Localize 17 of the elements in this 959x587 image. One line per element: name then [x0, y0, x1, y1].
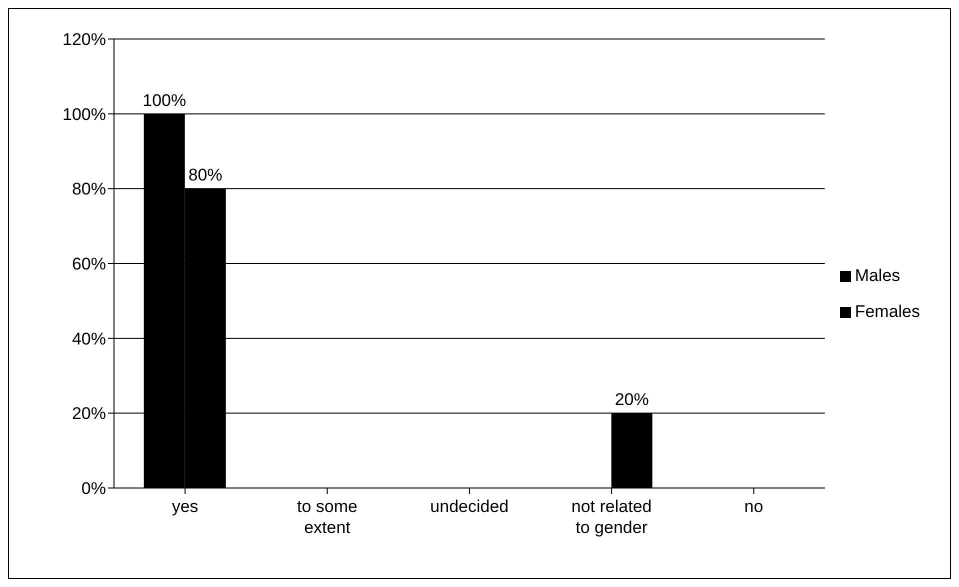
y-tick-label: 40%: [72, 329, 106, 348]
legend-label: Females: [854, 302, 920, 320]
y-tick-label: 80%: [72, 180, 106, 199]
y-tick-label: 100%: [62, 104, 106, 124]
x-tick-label: to some extent: [297, 497, 358, 537]
y-tick-label: 0%: [81, 479, 106, 498]
y-tick-label: 120%: [62, 30, 106, 50]
y-tick-label: 60%: [72, 254, 106, 274]
x-tick-label: undecided: [430, 497, 509, 516]
data-label: 20%: [614, 390, 649, 410]
data-label: 100%: [142, 90, 186, 110]
x-tick-label: yes: [172, 497, 198, 516]
data-label: 80%: [188, 166, 222, 185]
x-tick-label: no: [744, 497, 764, 516]
x-tick-label: not related to gender: [571, 497, 652, 537]
y-tick-label: 20%: [72, 404, 106, 424]
legend-label: Males: [854, 266, 900, 284]
